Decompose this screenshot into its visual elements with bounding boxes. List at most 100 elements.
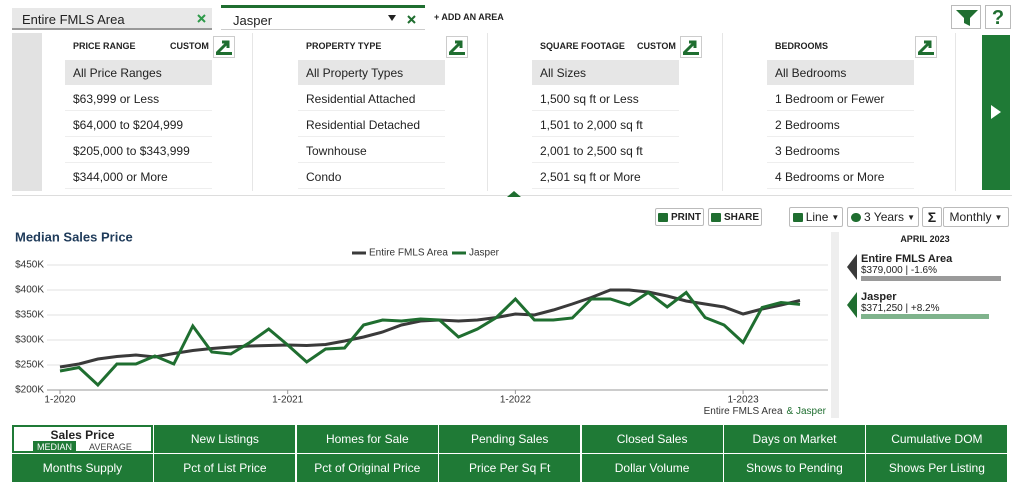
series-line	[59, 288, 801, 369]
metric-button[interactable]: New Listings	[154, 425, 296, 453]
metric-button[interactable]: Cumulative DOM	[866, 425, 1008, 453]
chart: Median Sales Price $200K $250K $300K $350K $4…	[15, 229, 828, 417]
filter-option[interactable]: All Price Ranges	[65, 60, 212, 85]
period-dropdown[interactable]: 3 Years ▼	[847, 207, 919, 227]
custom-link[interactable]: CUSTOM	[637, 41, 676, 51]
filter-option[interactable]: Residential Detached	[298, 112, 445, 137]
custom-icon[interactable]	[680, 36, 702, 58]
metric-button[interactable]: Shows to Pending	[724, 454, 865, 482]
metric-button[interactable]: Pending Sales	[439, 425, 581, 453]
metric-option[interactable]: AVERAGE	[89, 442, 132, 452]
sidebar-name: Jasper	[861, 291, 897, 303]
x-tick-label: 1-2023	[728, 395, 760, 406]
metric-button[interactable]: Price Per Sq Ft	[439, 454, 581, 482]
metric-button[interactable]: Homes for Sale	[296, 425, 438, 453]
arrow-icon	[917, 40, 934, 55]
filter-option[interactable]: 2,501 sq ft or More	[532, 164, 679, 189]
filter-option[interactable]: 1,500 sq ft or Less	[532, 86, 679, 111]
chart-type-label: Line	[805, 210, 829, 224]
metric-button[interactable]: Days on Market	[724, 425, 865, 453]
sidebar-bar	[861, 314, 989, 319]
chart-type-dropdown[interactable]: Line ▼	[789, 207, 843, 227]
panel-strip	[12, 33, 42, 191]
filter-option[interactable]: 2 Bedrooms	[767, 112, 914, 137]
close-icon[interactable]	[197, 14, 206, 23]
collapse-icon[interactable]	[507, 191, 521, 197]
filter-option[interactable]: Residential Attached	[298, 86, 445, 111]
filter-header: BEDROOMS	[775, 41, 829, 51]
custom-icon[interactable]	[213, 36, 235, 58]
tab[interactable]: Entire FMLS Area	[12, 8, 212, 30]
filter-option[interactable]: $64,000 to $204,999	[65, 112, 212, 137]
share-label: SHARE	[723, 211, 759, 223]
arrow-shape	[215, 40, 230, 55]
filter-option[interactable]: All Property Types	[298, 60, 445, 85]
x-tick-label: 1-2021	[272, 395, 304, 406]
x-tick-label: 1-2022	[500, 395, 532, 406]
sigma-button[interactable]: Σ	[922, 207, 942, 227]
arrow-icon	[215, 40, 232, 55]
interval-label: Monthly	[949, 210, 992, 224]
metric-button[interactable]: Pct of List Price	[154, 454, 296, 482]
filter-option[interactable]: $63,999 or Less	[65, 86, 212, 111]
filter-option[interactable]: 4 Bedrooms or More	[767, 164, 914, 189]
metric-button[interactable]: Closed Sales	[581, 425, 723, 453]
arrow-base	[449, 52, 465, 55]
legend-label: Entire FMLS Area	[369, 248, 448, 259]
tab[interactable]: Jasper	[221, 5, 425, 30]
tab-label: Jasper	[233, 13, 273, 28]
help-button[interactable]: ?	[985, 5, 1011, 29]
share-button[interactable]: SHARE	[708, 208, 762, 226]
filter-option[interactable]: 1,501 to 2,000 sq ft	[532, 112, 679, 137]
series-line	[59, 290, 801, 388]
arrow-icon	[682, 40, 699, 55]
add-area[interactable]: + ADD AN AREA	[434, 12, 504, 22]
filter-option[interactable]: 3 Bedrooms	[767, 138, 914, 163]
metric-button[interactable]: Shows Per Listing	[866, 454, 1008, 482]
filter-option[interactable]: All Sizes	[532, 60, 679, 85]
filter-option[interactable]: Townhouse	[298, 138, 445, 163]
close-icon[interactable]	[407, 15, 416, 24]
sidebar-name: Entire FMLS Area	[861, 253, 953, 265]
metric-button[interactable]: Dollar Volume	[581, 454, 723, 482]
x-tick-label: 1-2020	[44, 395, 76, 406]
filter-button[interactable]	[951, 5, 981, 29]
filter-option[interactable]: $344,000 or More	[65, 164, 212, 189]
filter-panel: PRICE RANGE CUSTOM All Price Ranges $63,999…	[12, 33, 1012, 197]
pointer-icon	[847, 254, 857, 280]
print-button[interactable]: PRINT	[655, 208, 704, 226]
filter-option[interactable]: 1 Bedroom or Fewer	[767, 86, 914, 111]
metric-button[interactable]: Months Supply	[12, 454, 153, 482]
metric-selected[interactable]: Sales Price MEDIAN AVERAGE	[12, 425, 153, 453]
filter-header: SQUARE FOOTAGE	[540, 41, 625, 51]
tab-label: Entire FMLS Area	[22, 12, 125, 27]
filter-icon	[956, 10, 978, 26]
arrow-base	[683, 52, 699, 55]
metric-button[interactable]: Pct of Original Price	[296, 454, 438, 482]
filter-option[interactable]: All Bedrooms	[767, 60, 914, 85]
sidebar-bar	[861, 276, 1001, 281]
y-tick-label: $200K	[15, 385, 44, 396]
metric-label: Sales Price	[50, 428, 115, 442]
y-tick-label: $350K	[15, 310, 44, 321]
next-button[interactable]	[982, 35, 1010, 190]
custom-link[interactable]: CUSTOM	[170, 41, 209, 51]
dropdown-icon[interactable]	[388, 15, 396, 21]
column-divider	[955, 33, 956, 191]
footnote-part: Entire FMLS Area	[704, 406, 783, 417]
filter-option[interactable]: $205,000 to $343,999	[65, 138, 212, 163]
footnote: Entire FMLS Area & Jasper	[704, 406, 827, 417]
custom-icon[interactable]	[915, 36, 937, 58]
arrow-icon	[991, 105, 1001, 119]
metric-option[interactable]: MEDIAN	[33, 441, 77, 453]
print-label: PRINT	[671, 211, 701, 223]
filter-option[interactable]: Condo	[298, 164, 445, 189]
arrow-base	[216, 52, 232, 55]
arrow-shape	[448, 40, 463, 55]
interval-dropdown[interactable]: Monthly ▼	[943, 207, 1009, 227]
sidebar-toggle[interactable]	[831, 232, 839, 418]
y-tick-label: $250K	[15, 360, 44, 371]
filter-option[interactable]: 2,001 to 2,500 sq ft	[532, 138, 679, 163]
custom-icon[interactable]	[446, 36, 468, 58]
